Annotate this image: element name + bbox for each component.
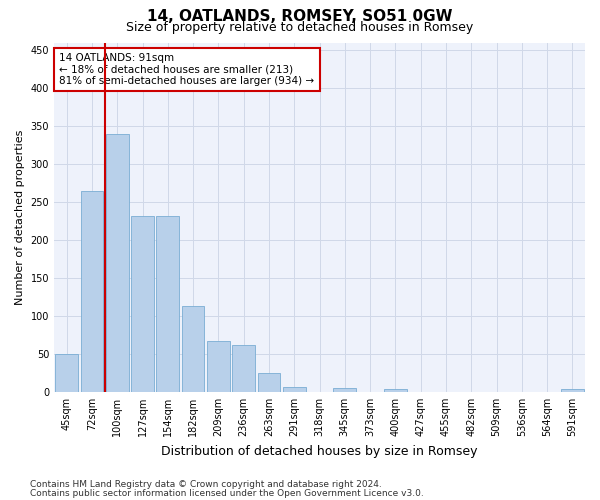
Text: Contains HM Land Registry data © Crown copyright and database right 2024.: Contains HM Land Registry data © Crown c…	[30, 480, 382, 489]
Bar	[334, 388, 356, 392]
Bar	[131, 216, 154, 392]
Bar	[283, 388, 305, 392]
Bar	[80, 190, 103, 392]
Bar	[232, 345, 255, 392]
Text: Contains public sector information licensed under the Open Government Licence v3: Contains public sector information licen…	[30, 489, 424, 498]
Bar	[106, 134, 128, 392]
Bar	[207, 341, 230, 392]
Y-axis label: Number of detached properties: Number of detached properties	[15, 130, 25, 305]
Bar	[384, 389, 407, 392]
Bar	[561, 389, 584, 392]
Text: Size of property relative to detached houses in Romsey: Size of property relative to detached ho…	[127, 21, 473, 34]
X-axis label: Distribution of detached houses by size in Romsey: Distribution of detached houses by size …	[161, 444, 478, 458]
Bar	[157, 216, 179, 392]
Text: 14, OATLANDS, ROMSEY, SO51 0GW: 14, OATLANDS, ROMSEY, SO51 0GW	[147, 9, 453, 24]
Text: 14 OATLANDS: 91sqm
← 18% of detached houses are smaller (213)
81% of semi-detach: 14 OATLANDS: 91sqm ← 18% of detached hou…	[59, 53, 314, 86]
Bar	[55, 354, 78, 392]
Bar	[182, 306, 205, 392]
Bar	[257, 373, 280, 392]
